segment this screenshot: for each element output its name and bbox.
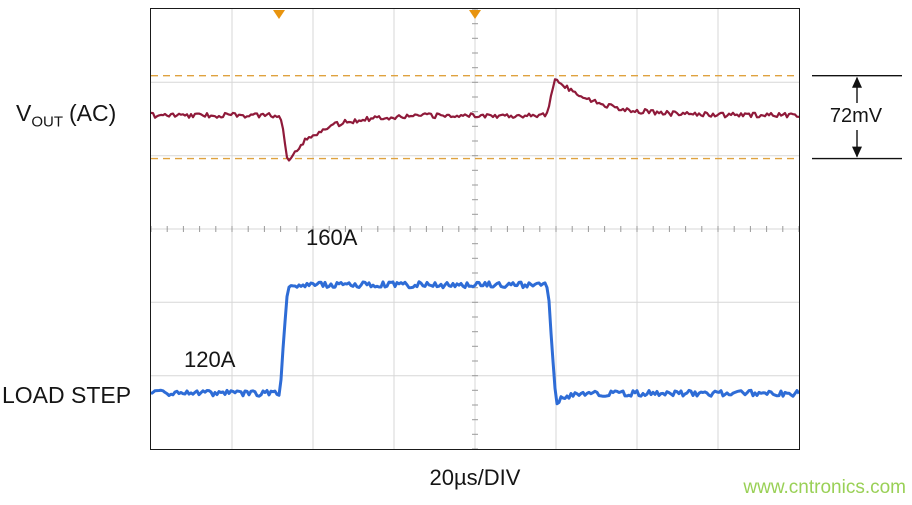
plot-frame [150, 8, 800, 450]
oscilloscope-plot [151, 9, 799, 449]
high-current-label: 160A [306, 225, 358, 250]
vout-label-v: V [16, 100, 32, 126]
load-step-trace [151, 280, 799, 406]
vout-label-sub: OUT [31, 113, 64, 131]
delta-voltage-label: 72mV [820, 103, 892, 131]
load-step-label: LOAD STEP [2, 382, 132, 408]
trigger-marker-icons [273, 10, 481, 19]
vout-trace [151, 78, 799, 162]
center-tick-marks [151, 9, 799, 449]
vout-label: VOUT (AC) [16, 100, 116, 131]
pp-guide-lines [151, 74, 799, 160]
timebase-label: 20µs/DIV [429, 465, 521, 490]
delta-annotation [812, 74, 902, 160]
low-current-label: 120A [184, 347, 236, 372]
watermark: www.cntronics.com [743, 477, 906, 498]
vout-label-ac: (AC) [69, 100, 117, 126]
delta-arrowhead-icons [852, 76, 862, 158]
